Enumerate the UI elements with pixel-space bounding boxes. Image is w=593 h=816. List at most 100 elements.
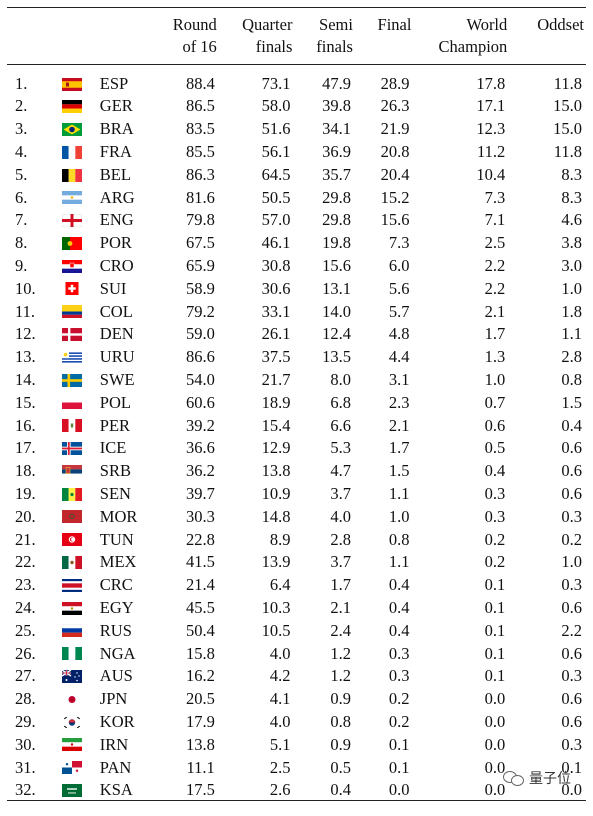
table-row: 13. URU 86.6 37.5 13.5 4.4 1.3 2.8	[7, 346, 586, 369]
oddset-cell: 11.8	[553, 141, 582, 161]
rank-cell: 22.	[15, 552, 36, 572]
team-code-cell: SWE	[99, 369, 135, 389]
table-row: 30. IRN 13.8 5.1 0.9 0.1 0.0 0.3	[7, 733, 586, 756]
oddset-cell: 0.3	[561, 506, 582, 526]
rank-cell: 12.	[15, 324, 36, 344]
oddset-cell: 1.1	[561, 324, 582, 344]
oddset-cell: 8.3	[561, 187, 582, 207]
round-of-16-cell: 79.2	[185, 301, 215, 321]
table-row: 26. NGA 15.8 4.0 1.2 0.3 0.1 0.6	[7, 642, 586, 665]
semi-finals-cell: 0.8	[330, 711, 351, 731]
team-code-cell: FRA	[99, 141, 132, 161]
semi-finals-cell: 4.0	[330, 506, 351, 526]
team-code-cell: AUS	[99, 666, 133, 686]
quarter-finals-cell: 30.6	[261, 278, 291, 298]
final-cell: 0.4	[388, 620, 410, 640]
quarter-finals-cell: 2.5	[269, 757, 291, 777]
table-row: 12. DEN 59.0 26.1 12.4 4.8 1.7 1.1	[7, 323, 586, 346]
flag-cell	[43, 95, 99, 118]
quarter-finals-cell: 50.5	[261, 187, 291, 207]
oddset-cell: 0.8	[561, 369, 582, 389]
quarter-finals-cell: 21.7	[261, 369, 291, 389]
round-of-16-cell: 22.8	[185, 529, 215, 549]
team-code-cell: RUS	[99, 620, 132, 640]
header-final: Final	[355, 0, 414, 65]
arg-flag-icon	[61, 191, 82, 205]
world-champion-cell: 0.1	[484, 620, 506, 640]
kor-flag-icon	[61, 715, 82, 729]
final-cell: 20.4	[380, 164, 410, 184]
round-of-16-cell: 17.9	[185, 711, 215, 731]
final-cell: 2.3	[388, 392, 410, 412]
team-code-cell: KOR	[99, 711, 135, 731]
team-code-cell: SRB	[99, 461, 131, 481]
header-line: Final	[377, 15, 412, 34]
world-champion-cell: 0.3	[484, 483, 506, 503]
team-code-cell: PAN	[99, 757, 132, 777]
quarter-finals-cell: 15.4	[261, 415, 291, 435]
header-line: Champion	[438, 37, 508, 56]
round-of-16-cell: 11.1	[186, 757, 215, 777]
oddset-cell: 11.8	[553, 74, 582, 93]
header-line: Oddset	[537, 15, 584, 34]
round-of-16-cell: 58.9	[185, 278, 215, 298]
rank-cell: 25.	[15, 620, 36, 640]
table-row: 25. RUS 50.4 10.5 2.4 0.4 0.1 2.2	[7, 619, 586, 642]
rank-cell: 5.	[15, 164, 28, 184]
quarter-finals-cell: 13.8	[261, 461, 291, 481]
round-of-16-cell: 13.8	[185, 734, 215, 754]
team-code-cell: ESP	[99, 74, 129, 93]
team-code-cell: IRN	[99, 734, 129, 754]
final-cell: 1.7	[388, 438, 410, 458]
final-cell: 15.6	[380, 210, 410, 230]
table-row: 5. BEL 86.3 64.5 35.7 20.4 10.4 8.3	[7, 163, 586, 186]
oddset-cell: 1.8	[561, 301, 582, 321]
round-of-16-cell: 39.7	[185, 483, 215, 503]
flag-cell	[43, 597, 99, 620]
team-code-cell: CRO	[99, 255, 134, 275]
semi-finals-cell: 1.2	[330, 643, 351, 663]
rank-cell: 31.	[15, 757, 36, 777]
quarter-finals-cell: 10.9	[261, 483, 291, 503]
round-of-16-cell: 85.5	[185, 141, 215, 161]
round-of-16-cell: 17.5	[185, 779, 215, 799]
quarter-finals-cell: 51.6	[261, 119, 291, 139]
world-champion-cell: 0.4	[484, 461, 506, 481]
header-oddset: Oddset	[509, 0, 586, 65]
semi-finals-cell: 3.7	[330, 552, 351, 572]
round-of-16-cell: 65.9	[185, 255, 215, 275]
oddset-cell: 1.5	[561, 392, 582, 412]
table-row: 20. MOR 30.3 14.8 4.0 1.0 0.3 0.3	[7, 505, 586, 528]
world-cup-probability-table: Round of 16 Quarter finals Semi finals Fina…	[7, 0, 586, 805]
final-cell: 5.6	[388, 278, 410, 298]
uru-flag-icon	[61, 350, 82, 364]
team-code-cell: MOR	[99, 506, 138, 526]
mor-flag-icon	[61, 510, 82, 524]
round-of-16-cell: 83.5	[185, 119, 215, 139]
table-row: 22. MEX 41.5 13.9 3.7 1.1 0.2 1.0	[7, 551, 586, 574]
table-row: 9. CRO 65.9 30.8 15.6 6.0 2.2 3.0	[7, 255, 586, 278]
header-line: Round	[172, 15, 217, 34]
round-of-16-cell: 86.3	[185, 164, 215, 184]
world-champion-cell: 0.1	[484, 575, 506, 595]
quarter-finals-cell: 8.9	[269, 529, 291, 549]
flag-cell	[43, 528, 99, 551]
semi-finals-cell: 3.7	[330, 483, 351, 503]
flag-cell	[43, 414, 99, 437]
round-of-16-cell: 45.5	[185, 597, 215, 617]
team-code-cell: SUI	[99, 278, 127, 298]
wechat-icon	[503, 770, 525, 786]
semi-finals-cell: 12.4	[322, 324, 351, 344]
semi-finals-cell: 47.9	[322, 74, 351, 93]
table-body: 1. ESP 88.4 73.1 47.9 28.9 17.8 11.8 2. GER 86.5 58…	[7, 65, 586, 805]
round-of-16-cell: 21.4	[185, 575, 215, 595]
table-row: 29. KOR 17.9 4.0 0.8 0.2 0.0 0.6	[7, 711, 586, 734]
semi-finals-cell: 0.4	[330, 779, 351, 799]
header-line: finals	[316, 37, 353, 56]
semi-finals-cell: 0.9	[330, 689, 351, 709]
quarter-finals-cell: 58.0	[261, 96, 291, 116]
fra-flag-icon	[61, 145, 82, 159]
team-code-cell: CRC	[99, 575, 133, 595]
world-champion-cell: 10.4	[476, 164, 506, 184]
oddset-cell: 0.0	[561, 779, 582, 799]
